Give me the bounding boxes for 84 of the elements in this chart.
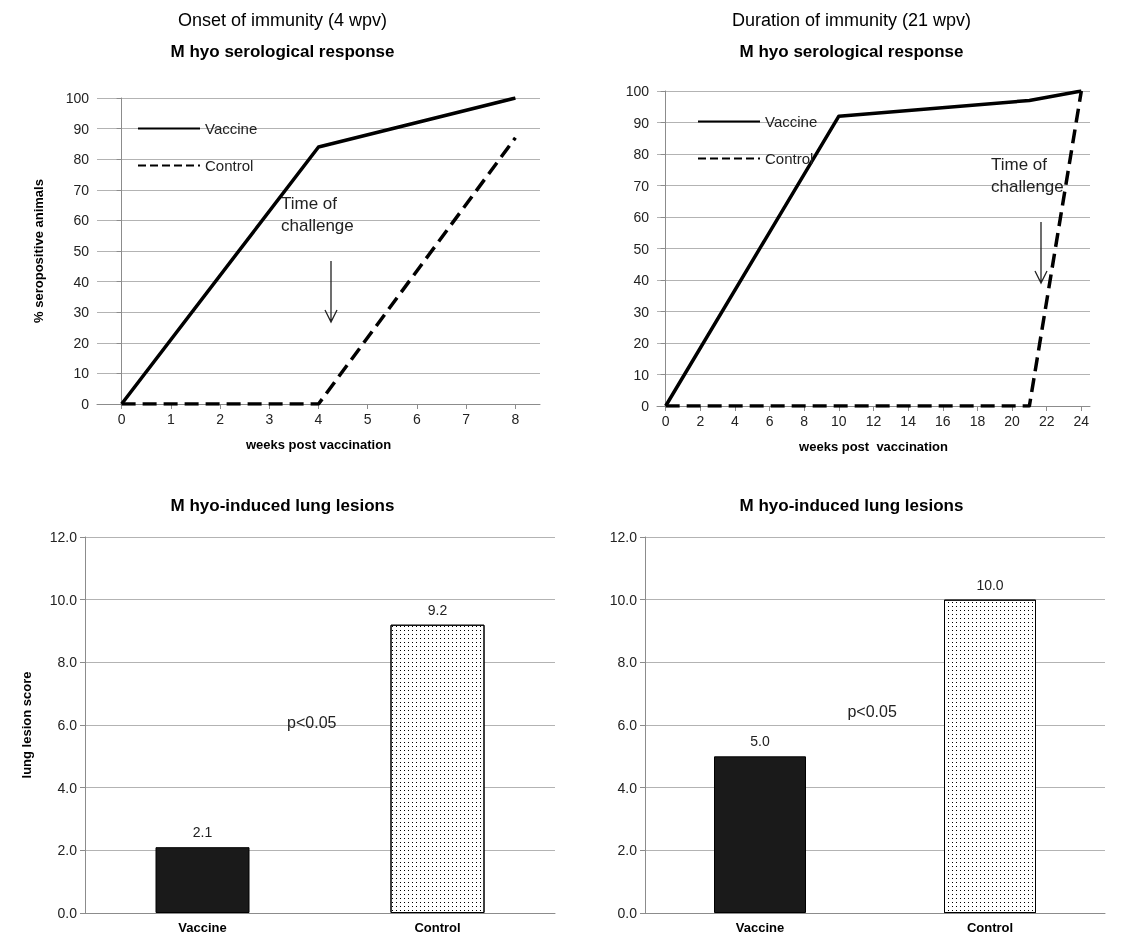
- x-tick-label: 8: [800, 413, 809, 429]
- data-label: 5.0: [750, 733, 770, 750]
- y-tick-label: 30: [73, 304, 90, 321]
- x-tick-label: 6: [413, 411, 422, 427]
- chart-title: Duration of immunity (21 wpv): [731, 10, 972, 30]
- y-tick-label: 90: [633, 114, 650, 131]
- y-tick-label: 4.0: [57, 779, 78, 796]
- y-tick-label: 40: [633, 272, 650, 288]
- annotation: Time of challenge: [991, 154, 1064, 196]
- x-tick-label: 1: [166, 411, 175, 427]
- x-tick-label: 4: [731, 413, 740, 429]
- y-tick-label: 2.0: [57, 842, 78, 859]
- legend-label: Vaccine: [205, 120, 258, 137]
- y-tick-label: 6.0: [57, 717, 78, 733]
- chart-subtitle: M hyo serological response: [170, 42, 395, 61]
- chart-title: M hyo-induced lung lesions: [170, 496, 395, 515]
- x-tick-label: Vaccine: [178, 920, 227, 934]
- y-tick-label: 60: [633, 209, 650, 225]
- y-tick-label: 50: [633, 240, 650, 257]
- y-tick-label: 2.0: [617, 842, 638, 859]
- y-tick-label: 0: [81, 396, 90, 412]
- x-tick-label: 7: [462, 411, 471, 427]
- data-label: 2.1: [192, 824, 213, 841]
- y-tick-label: 0.0: [617, 905, 638, 921]
- y-tick-label: 80: [73, 151, 90, 168]
- y-tick-label: 12.0: [609, 529, 638, 545]
- x-tick-label: 0: [117, 411, 126, 427]
- x-tick-label: 2: [216, 411, 225, 427]
- x-tick-label: 24: [1073, 413, 1090, 429]
- x-tick-label: 16: [934, 413, 951, 429]
- y-tick-label: 40: [73, 273, 90, 290]
- x-tick-label: 6: [765, 413, 774, 429]
- x-tick-label: 10: [831, 413, 847, 429]
- y-tick-label: 80: [633, 146, 650, 162]
- y-tick-label: 20: [73, 334, 90, 351]
- legend-label: Vaccine: [765, 113, 818, 130]
- y-tick-label: 50: [73, 243, 90, 259]
- x-tick-label: Vaccine: [735, 920, 785, 934]
- y-tick-label: 90: [73, 120, 90, 137]
- x-tick-label: 0: [661, 413, 670, 429]
- y-tick-label: 10: [633, 366, 650, 383]
- chart-subtitle: M hyo serological response: [739, 42, 964, 61]
- x-tick-label: 5: [363, 411, 372, 427]
- legend-label: Control: [205, 157, 254, 174]
- x-tick-label: Control: [414, 920, 461, 934]
- annotation: p<0.05: [287, 714, 337, 732]
- y-tick-label: 0.0: [57, 905, 78, 921]
- y-tick-label: 12.0: [49, 529, 78, 545]
- y-tick-label: 10.0: [609, 591, 638, 608]
- y-tick-label: 0: [641, 398, 650, 414]
- x-tick-label: 18: [969, 413, 986, 429]
- legend-label: Control: [765, 150, 814, 167]
- x-tick-label: 2: [696, 413, 705, 429]
- x-axis-title: weeks post vaccination: [244, 437, 392, 452]
- x-tick-label: 22: [1038, 413, 1055, 429]
- x-tick-label: 12: [865, 413, 882, 429]
- x-tick-label: 20: [1004, 413, 1021, 429]
- y-tick-label: 60: [73, 212, 90, 229]
- x-tick-label: Control: [966, 920, 1014, 934]
- y-tick-label: 70: [633, 177, 650, 194]
- y-tick-label: 4.0: [617, 779, 638, 796]
- y-tick-label: 8.0: [57, 654, 78, 671]
- annotation: Time of challenge: [281, 193, 354, 235]
- x-axis-title: weeks post vaccination: [798, 439, 948, 454]
- chart-title: Onset of immunity (4 wpv): [177, 10, 388, 30]
- data-label: 10.0: [976, 576, 1004, 593]
- y-tick-label: 30: [633, 303, 650, 320]
- y-tick-label: 6.0: [617, 717, 638, 733]
- x-tick-label: 3: [265, 411, 274, 427]
- data-label: 9.2: [427, 601, 448, 618]
- y-tick-label: 10.0: [49, 591, 78, 608]
- x-tick-label: 14: [900, 413, 917, 429]
- x-tick-label: 4: [314, 411, 323, 427]
- y-tick-label: 20: [633, 335, 650, 351]
- y-tick-label: 8.0: [617, 654, 638, 671]
- y-tick-label: 10: [73, 365, 90, 382]
- y-axis-title: lung lesion score: [19, 671, 34, 779]
- y-axis-title: % seropositive animals: [31, 179, 46, 323]
- chart-title: M hyo-induced lung lesions: [739, 496, 964, 515]
- annotation: p<0.05: [847, 702, 897, 720]
- y-tick-label: 100: [65, 90, 90, 106]
- y-tick-label: 70: [73, 181, 90, 198]
- y-tick-label: 100: [625, 83, 650, 99]
- x-tick-label: 8: [511, 411, 520, 427]
